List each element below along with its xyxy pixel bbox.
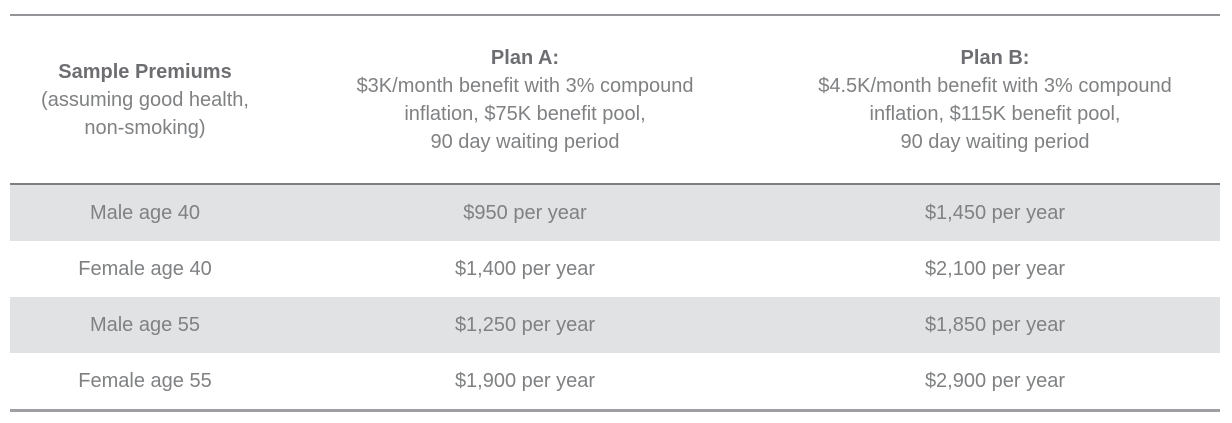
- table-row: Female age 40 $1,400 per year $2,100 per…: [10, 241, 1220, 297]
- plan-a-premium: $1,400 per year: [454, 258, 596, 280]
- header-sample-premiums-line: (assuming good health,: [41, 88, 249, 111]
- header-sample-premiums-title: Sample Premiums: [58, 60, 232, 83]
- header-plan-a: Plan A: $3K/month benefit with 3% compou…: [280, 44, 770, 156]
- plan-a-premium: $950 per year: [463, 202, 587, 224]
- header-plan-b-line: $4.5K/month benefit with 3% compound: [818, 74, 1172, 97]
- plan-b-premium: $1,450 per year: [924, 202, 1066, 224]
- row-label: Female age 55: [78, 370, 212, 392]
- table-row: Male age 40 $950 per year $1,450 per yea…: [10, 185, 1220, 241]
- row-label: Male age 40: [89, 202, 201, 224]
- header-plan-a-title: Plan A:: [490, 46, 560, 69]
- plan-b-premium: $1,850 per year: [924, 314, 1066, 336]
- plan-b-premium: $2,100 per year: [924, 258, 1066, 280]
- header-plan-a-line: inflation, $75K benefit pool,: [404, 102, 646, 125]
- header-plan-b: Plan B: $4.5K/month benefit with 3% comp…: [770, 44, 1220, 156]
- header-plan-b-line: inflation, $115K benefit pool,: [869, 102, 1121, 125]
- table-row: Male age 55 $1,250 per year $1,850 per y…: [10, 297, 1220, 353]
- table-header-row: Sample Premiums (assuming good health, n…: [10, 14, 1220, 185]
- plan-b-premium: $2,900 per year: [924, 370, 1066, 392]
- header-plan-b-title: Plan B:: [960, 46, 1030, 69]
- table-row: Female age 55 $1,900 per year $2,900 per…: [10, 353, 1220, 409]
- header-plan-a-line: $3K/month benefit with 3% compound: [356, 74, 694, 97]
- header-plan-a-line: 90 day waiting period: [430, 130, 620, 153]
- premium-comparison-table: Sample Premiums (assuming good health, n…: [10, 14, 1220, 412]
- header-plan-b-line: 90 day waiting period: [900, 130, 1090, 153]
- plan-a-premium: $1,900 per year: [454, 370, 596, 392]
- header-sample-premiums-line: non-smoking): [84, 116, 206, 139]
- header-sample-premiums: Sample Premiums (assuming good health, n…: [10, 58, 280, 142]
- plan-a-premium: $1,250 per year: [454, 314, 596, 336]
- row-label: Male age 55: [89, 314, 201, 336]
- row-label: Female age 40: [78, 258, 212, 280]
- table-body: Male age 40 $950 per year $1,450 per yea…: [10, 185, 1220, 412]
